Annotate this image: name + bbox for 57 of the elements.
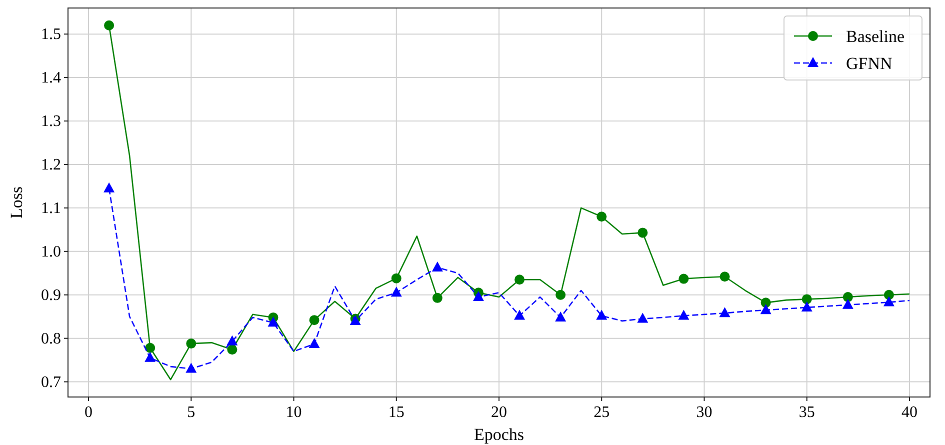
x-tick-label: 15: [388, 404, 404, 421]
point: [472, 291, 484, 302]
point: [760, 304, 772, 314]
point: [884, 290, 894, 300]
point: [226, 335, 238, 346]
point: [145, 342, 156, 353]
point: [637, 312, 648, 323]
point: [596, 310, 608, 320]
x-tick-label: 0: [84, 404, 93, 421]
point: [842, 292, 853, 302]
y-tick-label: 1.4: [41, 70, 61, 87]
point: [432, 292, 442, 303]
x-tick-label: 40: [901, 404, 918, 421]
x-tick-label: 5: [187, 404, 196, 421]
y-tick-label: 1.2: [41, 156, 61, 174]
y-tick-label: 0.7: [41, 374, 61, 391]
point: [104, 20, 114, 30]
point: [308, 338, 320, 348]
point: [556, 290, 566, 300]
point: [514, 274, 525, 285]
point: [432, 261, 443, 272]
point: [719, 307, 730, 318]
y-tick-label: 1.3: [41, 113, 61, 130]
point: [144, 352, 156, 362]
point: [842, 298, 854, 309]
point: [802, 294, 812, 304]
y-tick-label: 0.8: [41, 330, 61, 348]
point: [596, 212, 607, 222]
x-tick-label: 35: [798, 404, 815, 421]
x-tick-label: 25: [594, 404, 610, 421]
point: [678, 274, 689, 284]
y-tick-label: 1.1: [41, 200, 61, 217]
point: [186, 362, 197, 373]
point: [186, 338, 196, 349]
y-tick-label: 0.9: [41, 286, 61, 304]
point: [555, 311, 566, 322]
point: [227, 344, 238, 355]
point: [801, 301, 812, 312]
x-axis-title: Epochs: [474, 425, 524, 444]
point: [268, 316, 279, 327]
legend-label: GFNN: [846, 54, 892, 73]
point: [638, 228, 648, 238]
y-tick-label: 1.5: [41, 26, 61, 44]
y-axis-title: Loss: [7, 186, 26, 219]
y-tick-label: 1.0: [41, 243, 61, 260]
legend-label: Baseline: [846, 27, 905, 46]
point: [883, 296, 894, 306]
point: [390, 286, 402, 297]
point: [514, 310, 526, 320]
point: [678, 310, 690, 320]
point: [391, 273, 402, 284]
point: [104, 182, 115, 192]
x-tick-label: 20: [491, 404, 507, 421]
x-tick-label: 10: [286, 404, 302, 421]
point: [720, 272, 730, 282]
x-tick-label: 30: [696, 404, 712, 421]
point: [309, 315, 320, 326]
